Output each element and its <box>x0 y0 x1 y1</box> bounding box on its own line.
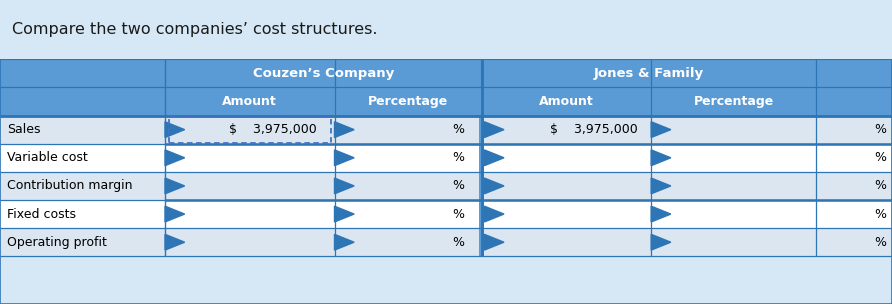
Polygon shape <box>484 122 504 137</box>
Bar <box>0 88 892 116</box>
Text: %: % <box>875 236 887 249</box>
Bar <box>169 116 331 143</box>
Bar <box>0 144 892 172</box>
Bar <box>0 59 892 88</box>
Text: $    3,975,000: $ 3,975,000 <box>550 123 638 136</box>
Text: Amount: Amount <box>222 95 277 108</box>
Text: %: % <box>875 151 887 164</box>
Bar <box>479 228 484 256</box>
Polygon shape <box>334 150 354 166</box>
Text: Variable cost: Variable cost <box>7 151 88 164</box>
Polygon shape <box>334 206 354 222</box>
Polygon shape <box>165 234 185 250</box>
Bar <box>0 172 892 200</box>
Text: %: % <box>452 151 464 164</box>
Text: Contribution margin: Contribution margin <box>7 179 133 192</box>
Polygon shape <box>651 122 671 137</box>
Bar <box>479 144 484 172</box>
Text: Amount: Amount <box>539 95 594 108</box>
Text: $    3,975,000: $ 3,975,000 <box>229 123 317 136</box>
Polygon shape <box>165 178 185 194</box>
Bar <box>0 200 892 228</box>
Text: Percentage: Percentage <box>368 95 448 108</box>
Bar <box>479 200 484 228</box>
Text: Fixed costs: Fixed costs <box>7 208 76 221</box>
Polygon shape <box>165 122 185 137</box>
Text: Compare the two companies’ cost structures.: Compare the two companies’ cost structur… <box>12 22 377 37</box>
Polygon shape <box>484 206 504 222</box>
Bar <box>479 116 484 144</box>
Text: Operating profit: Operating profit <box>7 236 107 249</box>
Text: Jones & Family: Jones & Family <box>594 67 704 80</box>
Bar <box>0 116 892 144</box>
Text: %: % <box>875 179 887 192</box>
Polygon shape <box>651 206 671 222</box>
Polygon shape <box>484 150 504 166</box>
Polygon shape <box>484 234 504 250</box>
Polygon shape <box>165 206 185 222</box>
Bar <box>479 172 484 200</box>
Text: Percentage: Percentage <box>694 95 773 108</box>
Text: Couzen’s Company: Couzen’s Company <box>252 67 394 80</box>
Text: %: % <box>875 208 887 221</box>
Text: %: % <box>452 123 464 136</box>
Polygon shape <box>334 122 354 137</box>
Text: %: % <box>452 179 464 192</box>
Bar <box>0 228 892 256</box>
Text: %: % <box>875 123 887 136</box>
Polygon shape <box>484 178 504 194</box>
Text: Sales: Sales <box>7 123 41 136</box>
Polygon shape <box>334 178 354 194</box>
Text: %: % <box>452 236 464 249</box>
Polygon shape <box>651 234 671 250</box>
Polygon shape <box>651 178 671 194</box>
Polygon shape <box>334 234 354 250</box>
Text: %: % <box>452 208 464 221</box>
Polygon shape <box>651 150 671 166</box>
Polygon shape <box>165 150 185 166</box>
